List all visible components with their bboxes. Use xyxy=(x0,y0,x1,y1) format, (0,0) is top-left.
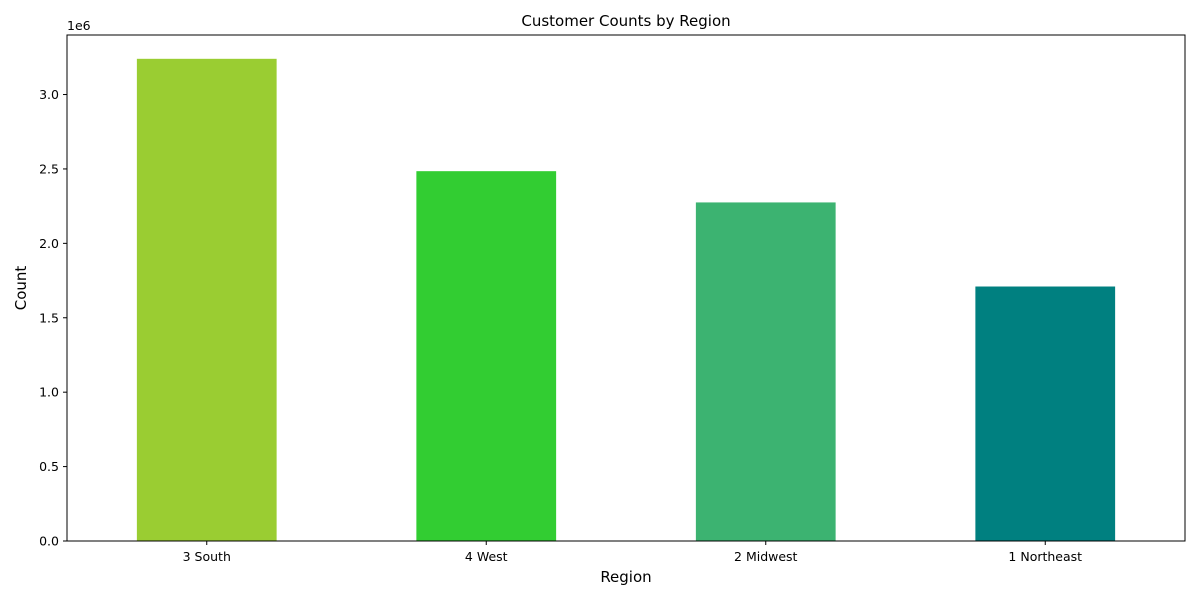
y-tick-label: 1.5 xyxy=(39,310,59,325)
y-axis-label: Count xyxy=(12,266,30,311)
y-tick-label: 1.0 xyxy=(39,385,59,400)
x-axis-ticks: 3 South 4 West 2 Midwest 1 Northeast xyxy=(183,541,1082,564)
bars-group xyxy=(136,58,1116,542)
chart-title: Customer Counts by Region xyxy=(521,12,730,30)
x-axis-label: Region xyxy=(600,568,651,586)
x-tick-label: 4 West xyxy=(465,549,508,564)
y-tick-label: 0.5 xyxy=(39,459,59,474)
y-tick-label: 2.0 xyxy=(39,236,59,251)
y-tick-label: 0.0 xyxy=(39,534,59,549)
x-tick-label: 1 Northeast xyxy=(1008,549,1082,564)
y-tick-label: 2.5 xyxy=(39,161,59,176)
x-tick-label: 3 South xyxy=(183,549,231,564)
y-axis-offset-label: 1e6 xyxy=(67,18,91,33)
bar-3-south xyxy=(136,58,277,541)
bar-2-midwest xyxy=(695,202,836,542)
plot-frame xyxy=(66,34,1186,542)
bar-4-west xyxy=(416,171,557,541)
bar-1-northeast xyxy=(975,286,1116,541)
x-tick-label: 2 Midwest xyxy=(734,549,798,564)
y-tick-label: 3.0 xyxy=(39,87,59,102)
y-axis-ticks: 0.0 0.5 1.0 1.5 2.0 2.5 3.0 xyxy=(39,87,67,549)
